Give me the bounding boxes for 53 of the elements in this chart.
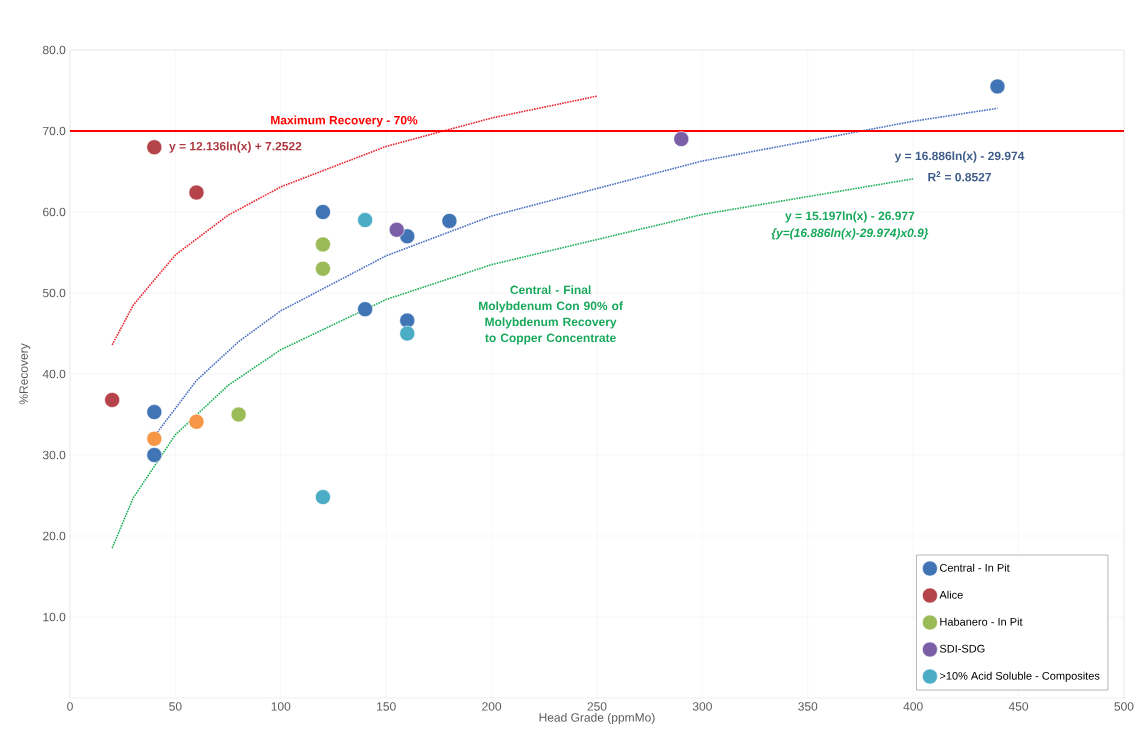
annotation: R$^{2}$ = 0.8527 xyxy=(928,171,991,182)
x-tick-label: 100 xyxy=(271,702,291,711)
legend-label: SDI-SDG xyxy=(939,644,985,653)
point xyxy=(315,204,331,220)
x-tick-label: 250 xyxy=(587,702,607,711)
point xyxy=(315,260,331,277)
point xyxy=(188,413,205,430)
point xyxy=(673,131,690,147)
legend-label: Central - In Pit xyxy=(939,563,1010,572)
x-tick-label: 300 xyxy=(692,702,712,711)
legend-label: Alice xyxy=(939,590,963,599)
annotation: y = 16.886ln(x) - 29.974 xyxy=(894,151,1025,163)
y-axis-title: %Recovery xyxy=(19,343,31,405)
point xyxy=(146,139,163,155)
legend-label: Habanero - In Pit xyxy=(940,617,1023,626)
x-tick-label: 0 xyxy=(67,702,73,711)
point xyxy=(188,184,205,201)
y-tick-label: 70.0 xyxy=(43,126,66,136)
y-tick-label: 60.0 xyxy=(43,207,66,217)
annotation: {y=(16.886ln(x)-29.974)x0.9} xyxy=(771,228,929,240)
y-tick-label: 50.0 xyxy=(42,288,66,298)
x-tick-label: 350 xyxy=(798,702,818,711)
y-tick-label: 80.0 xyxy=(42,45,66,55)
point xyxy=(357,212,373,228)
point xyxy=(315,236,331,253)
point xyxy=(230,406,247,423)
x-tick-label: 500 xyxy=(1114,702,1134,711)
x-tick-label: 400 xyxy=(903,702,923,711)
x-tick-label: 150 xyxy=(377,702,396,711)
x-axis-title: Head Grade (ppmMo) xyxy=(539,712,655,725)
y-tick-label: 40.0 xyxy=(42,369,66,379)
point xyxy=(146,431,163,447)
annotation: y = 15.197ln(x) - 26.977 xyxy=(785,211,915,223)
point xyxy=(989,78,1006,95)
point xyxy=(441,213,458,229)
point xyxy=(315,489,331,505)
point xyxy=(146,404,163,420)
legend-label: >10% Acid Soluble - Composites xyxy=(939,671,1100,682)
point xyxy=(399,312,416,329)
y-tick-label: 30.0 xyxy=(42,450,66,460)
x-tick-label: 200 xyxy=(482,702,502,711)
annotation: Central - Final Molybdenum Con 90% of Molybdenum Recovery to Copper Concentrate xyxy=(479,285,623,345)
annotation: y = 12.136ln(x) + 7.2522 xyxy=(169,141,302,153)
y-tick-label: 20.0 xyxy=(43,531,66,541)
point xyxy=(388,222,405,238)
point xyxy=(399,325,416,342)
ref-line-label: Maximum Recovery - 70% xyxy=(271,115,418,127)
point xyxy=(104,392,120,408)
x-tick-label: 50 xyxy=(169,702,182,711)
y-tick-label: 10.0 xyxy=(43,612,66,622)
point xyxy=(146,447,163,463)
x-tick-label: 450 xyxy=(1008,702,1029,711)
point xyxy=(357,301,373,317)
